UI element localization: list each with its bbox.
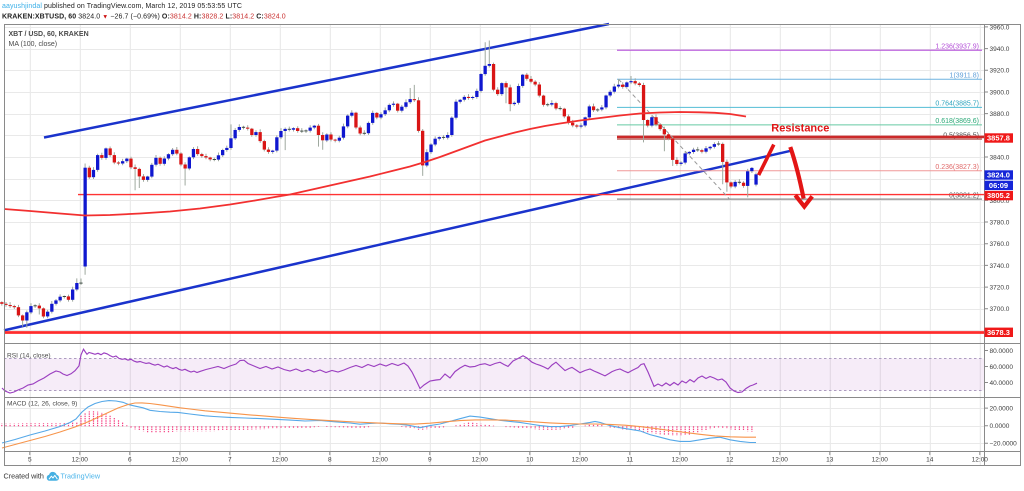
- svg-text:3920.0: 3920.0: [990, 68, 1010, 75]
- svg-text:1.236(3937.9): 1.236(3937.9): [935, 43, 979, 50]
- svg-text:12:00: 12:00: [172, 456, 189, 463]
- svg-text:60.0000: 60.0000: [990, 364, 1014, 371]
- svg-text:12:00: 12:00: [72, 456, 89, 463]
- svg-text:0.0000: 0.0000: [990, 423, 1010, 430]
- svg-text:6: 6: [128, 456, 132, 463]
- svg-text:12:00: 12:00: [372, 456, 389, 463]
- svg-text:13: 13: [826, 456, 834, 463]
- svg-text:12:00: 12:00: [272, 456, 289, 463]
- svg-text:12:00: 12:00: [772, 456, 789, 463]
- svg-text:−20.0000: −20.0000: [990, 441, 1018, 448]
- svg-text:06:09: 06:09: [989, 181, 1008, 190]
- svg-text:3824.0: 3824.0: [987, 171, 1010, 180]
- svg-text:1(3911.8): 1(3911.8): [950, 72, 979, 79]
- svg-text:RSI (14, close): RSI (14, close): [7, 352, 51, 359]
- svg-text:0.764(3885.7): 0.764(3885.7): [935, 101, 979, 108]
- svg-text:3900.0: 3900.0: [990, 89, 1010, 96]
- svg-text:3805.2: 3805.2: [987, 191, 1010, 200]
- svg-text:5: 5: [28, 456, 32, 463]
- svg-text:0.236(3827.3): 0.236(3827.3): [935, 164, 979, 171]
- svg-text:8: 8: [328, 456, 332, 463]
- svg-text:9: 9: [428, 456, 432, 463]
- svg-text:aayushjindal published on Trad: aayushjindal published on TradingView.co…: [2, 3, 242, 10]
- svg-text:0(3801.2): 0(3801.2): [949, 192, 979, 199]
- svg-text:12:00: 12:00: [672, 456, 689, 463]
- svg-text:Resistance: Resistance: [771, 123, 829, 135]
- svg-text:3857.8: 3857.8: [987, 134, 1010, 143]
- svg-text:KRAKEN:XBTUSD, 60 3824.0 ▼ −26: KRAKEN:XBTUSD, 60 3824.0 ▼ −26.7 (−0.69%…: [2, 14, 286, 21]
- svg-text:40.0000: 40.0000: [990, 380, 1014, 387]
- svg-text:Created with: Created with: [4, 472, 44, 481]
- svg-text:3678.3: 3678.3: [987, 328, 1010, 337]
- svg-text:12:00: 12:00: [872, 456, 889, 463]
- svg-text:20.0000: 20.0000: [990, 406, 1014, 413]
- svg-text:3720.0: 3720.0: [990, 285, 1010, 292]
- svg-text:3760.0: 3760.0: [990, 241, 1010, 248]
- svg-text:3780.0: 3780.0: [990, 219, 1010, 226]
- svg-text:3940.0: 3940.0: [990, 46, 1010, 53]
- svg-text:14: 14: [926, 456, 934, 463]
- svg-text:12: 12: [726, 456, 734, 463]
- svg-text:12:00: 12:00: [572, 456, 589, 463]
- svg-text:7: 7: [228, 456, 232, 463]
- svg-text:0.618(3869.6): 0.618(3869.6): [935, 118, 979, 125]
- svg-text:12:00: 12:00: [472, 456, 489, 463]
- svg-text:3700.0: 3700.0: [990, 306, 1010, 313]
- svg-text:MACD (12, 26, close, 9): MACD (12, 26, close, 9): [7, 400, 77, 407]
- svg-text:11: 11: [626, 456, 633, 463]
- svg-text:3880.0: 3880.0: [990, 111, 1010, 118]
- svg-text:80.0000: 80.0000: [990, 348, 1014, 355]
- svg-text:MA (100, close): MA (100, close): [9, 41, 58, 48]
- svg-text:3960.0: 3960.0: [990, 24, 1010, 31]
- svg-text:3800.0: 3800.0: [990, 198, 1010, 205]
- svg-text:3840.0: 3840.0: [990, 154, 1010, 161]
- svg-text:12:00: 12:00: [972, 456, 989, 463]
- svg-text:XBT / USD, 60, KRAKEN: XBT / USD, 60, KRAKEN: [9, 31, 89, 38]
- svg-text:TradingView: TradingView: [61, 472, 101, 481]
- svg-text:10: 10: [526, 456, 534, 463]
- svg-text:3740.0: 3740.0: [990, 263, 1010, 270]
